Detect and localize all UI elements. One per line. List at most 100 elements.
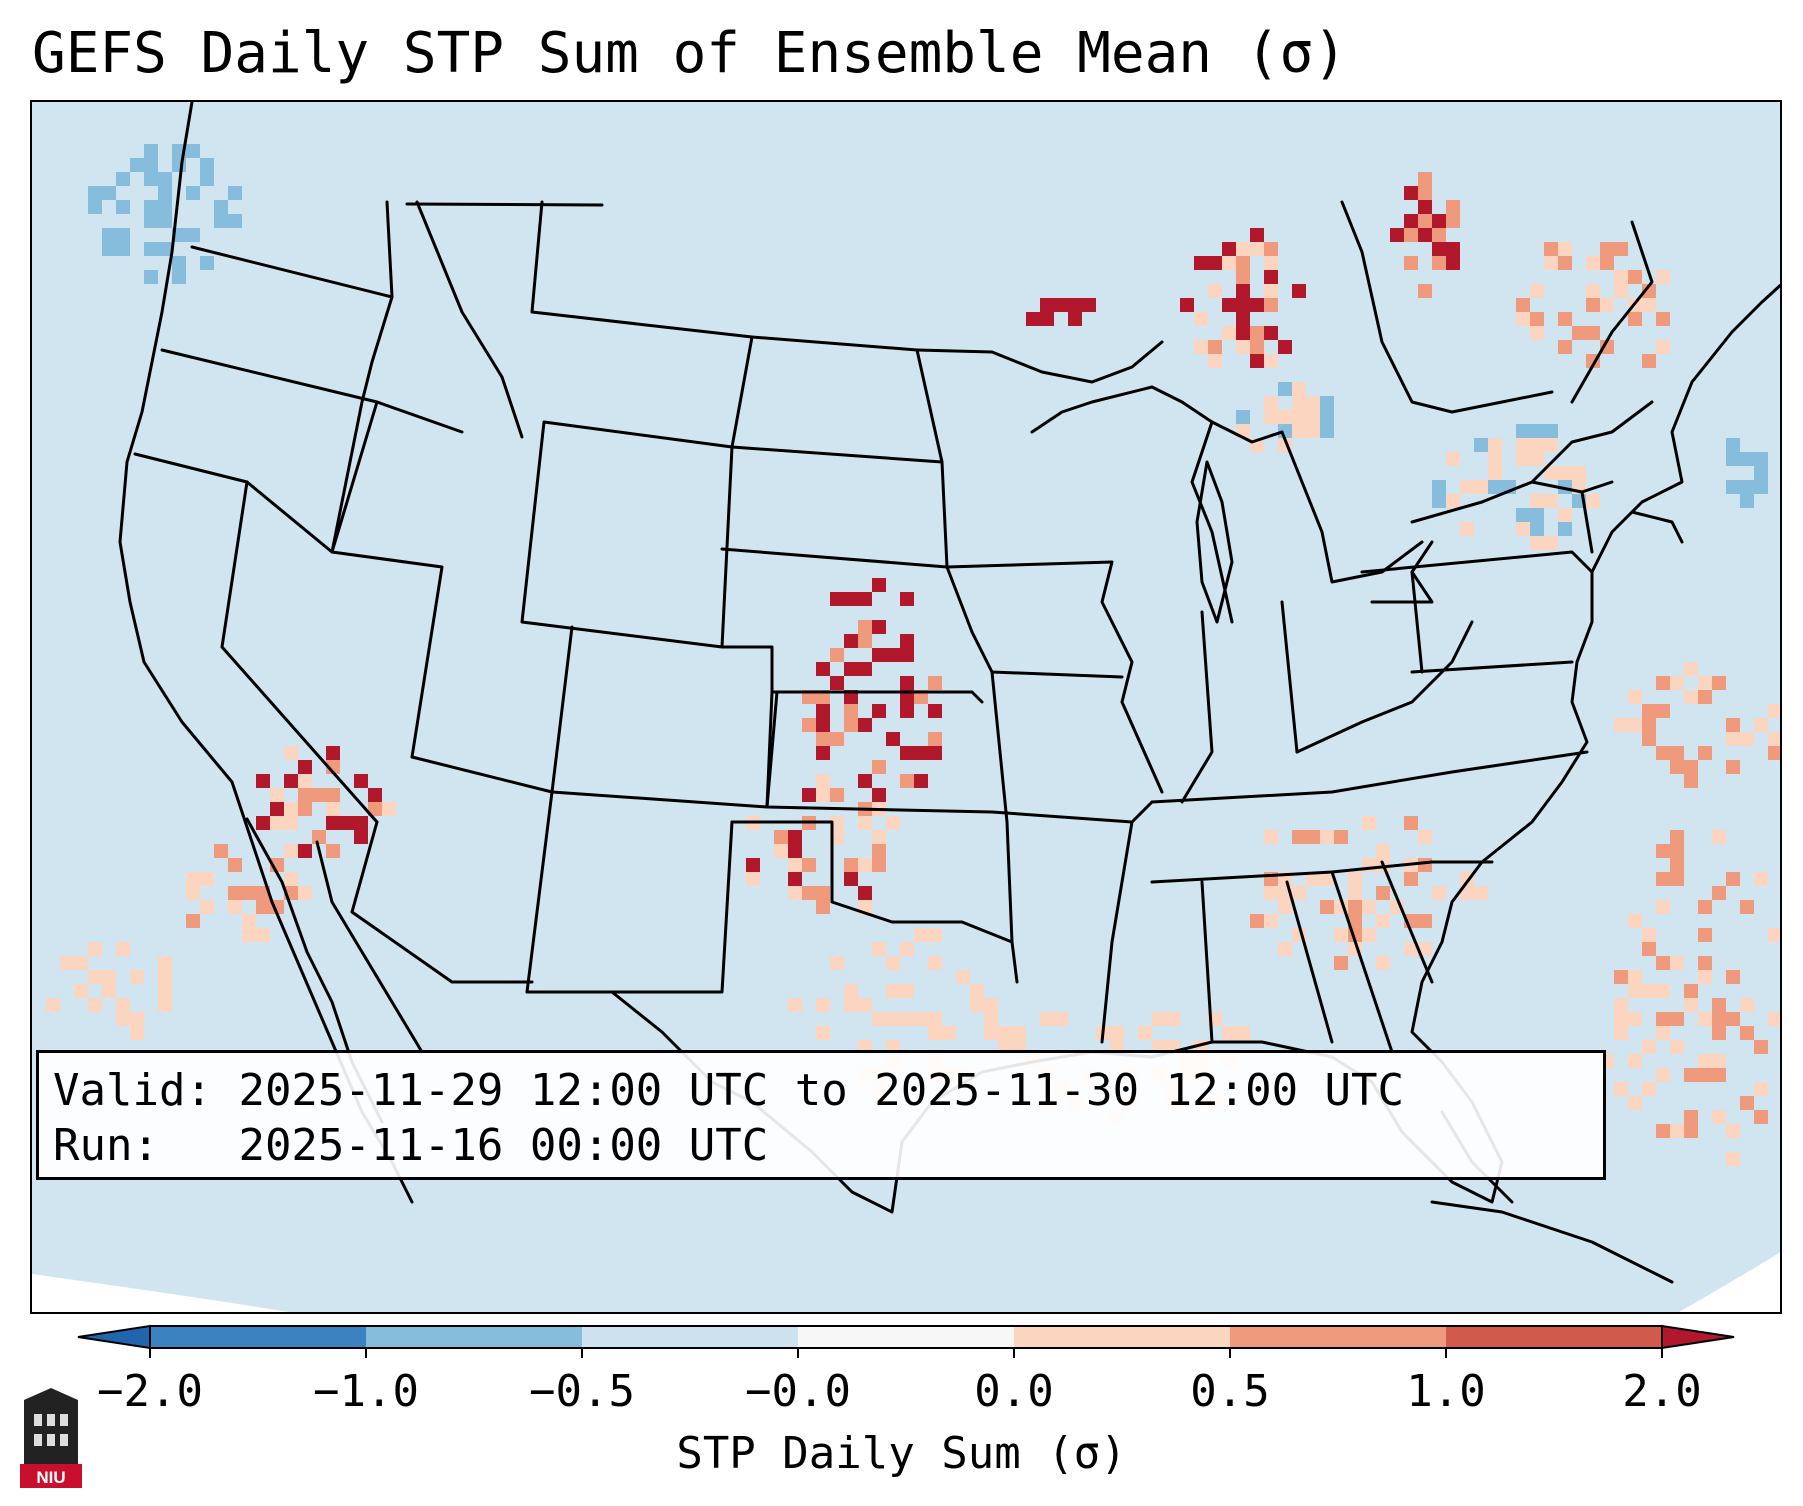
- stp-cell: [872, 760, 886, 774]
- stp-cell: [1292, 424, 1306, 438]
- stp-cell: [1642, 298, 1656, 312]
- stp-cell: [1432, 214, 1446, 228]
- stp-cell: [242, 928, 256, 942]
- stp-cell: [1628, 312, 1642, 326]
- stp-cell: [1544, 494, 1558, 508]
- stp-cell: [1740, 480, 1754, 494]
- stp-cell: [1250, 914, 1264, 928]
- stp-cell: [1488, 466, 1502, 480]
- stp-cell: [158, 242, 172, 256]
- stp-cell: [1530, 284, 1544, 298]
- stp-cell: [1642, 942, 1656, 956]
- stp-cell: [844, 872, 858, 886]
- stp-cell: [1278, 382, 1292, 396]
- stp-cell: [1726, 1012, 1740, 1026]
- stp-cell: [872, 648, 886, 662]
- stp-cell: [830, 648, 844, 662]
- stp-cell: [1712, 676, 1726, 690]
- stp-cell: [1656, 1124, 1670, 1138]
- stp-cell: [256, 900, 270, 914]
- colorbar-segment: [1446, 1326, 1662, 1348]
- stp-cell: [788, 886, 802, 900]
- stp-cell: [284, 774, 298, 788]
- stp-cell: [1418, 172, 1432, 186]
- stp-cell: [186, 886, 200, 900]
- stp-cell: [1026, 312, 1040, 326]
- valid-value: 2025-11-29 12:00 UTC to 2025-11-30 12:00…: [238, 1065, 1405, 1116]
- stp-cell: [914, 746, 928, 760]
- stp-cell: [1614, 970, 1628, 984]
- stp-cell: [1390, 228, 1404, 242]
- stp-cell: [1208, 340, 1222, 354]
- stp-cell: [1628, 914, 1642, 928]
- stp-cell: [844, 662, 858, 676]
- stp-cell: [844, 634, 858, 648]
- stp-cell: [298, 774, 312, 788]
- stp-cell: [1586, 494, 1600, 508]
- stp-cell: [1082, 298, 1096, 312]
- stp-cell: [1754, 452, 1768, 466]
- stp-cell: [1628, 270, 1642, 284]
- stp-cell: [1222, 242, 1236, 256]
- stp-cell: [1446, 242, 1460, 256]
- stp-cell: [900, 634, 914, 648]
- stp-cell: [1348, 886, 1362, 900]
- stp-cell: [270, 816, 284, 830]
- stp-cell: [1572, 326, 1586, 340]
- stp-cell: [298, 788, 312, 802]
- stp-cell: [88, 970, 102, 984]
- stp-cell: [74, 956, 88, 970]
- stp-cell: [1628, 1096, 1642, 1110]
- stp-cell: [1586, 298, 1600, 312]
- stp-cell: [1306, 424, 1320, 438]
- stp-cell: [858, 718, 872, 732]
- stp-cell: [1656, 1026, 1670, 1040]
- stp-cell: [1670, 746, 1684, 760]
- stp-cell: [130, 158, 144, 172]
- stp-cell: [1264, 298, 1278, 312]
- stp-cell: [872, 578, 886, 592]
- stp-cell: [1600, 298, 1614, 312]
- stp-cell: [144, 172, 158, 186]
- stp-cell: [1474, 438, 1488, 452]
- stp-cell: [354, 830, 368, 844]
- stp-cell: [88, 998, 102, 1012]
- stp-cell: [1670, 956, 1684, 970]
- stp-cell: [144, 200, 158, 214]
- stp-cell: [1194, 340, 1208, 354]
- stp-cell: [1726, 1152, 1740, 1166]
- stp-cell: [928, 746, 942, 760]
- stp-cell: [1712, 998, 1726, 1012]
- stp-cell: [1656, 340, 1670, 354]
- stp-cell: [116, 1012, 130, 1026]
- stp-cell: [1320, 396, 1334, 410]
- stp-cell: [1698, 746, 1712, 760]
- stp-cell: [144, 214, 158, 228]
- stp-cell: [1530, 508, 1544, 522]
- stp-cell: [1754, 466, 1768, 480]
- stp-cell: [1054, 1012, 1068, 1026]
- stp-cell: [1698, 1012, 1712, 1026]
- stp-cell: [1656, 676, 1670, 690]
- stp-cell: [1614, 1082, 1628, 1096]
- stp-cell: [60, 956, 74, 970]
- stp-cell: [1530, 522, 1544, 536]
- stp-cell: [1208, 354, 1222, 368]
- stp-cell: [1558, 508, 1572, 522]
- stp-cell: [1670, 844, 1684, 858]
- stp-cell: [1656, 704, 1670, 718]
- stp-cell: [214, 200, 228, 214]
- stp-cell: [116, 942, 130, 956]
- stp-cell: [928, 732, 942, 746]
- stp-cell: [844, 718, 858, 732]
- stp-cell: [1306, 410, 1320, 424]
- stp-cell: [1656, 1068, 1670, 1082]
- stp-cell: [1194, 312, 1208, 326]
- stp-cell: [186, 144, 200, 158]
- stp-cell: [1726, 718, 1740, 732]
- stp-cell: [900, 1012, 914, 1026]
- stp-cell: [1264, 830, 1278, 844]
- colorbar-extend-high: [1661, 1324, 1735, 1350]
- stp-cell: [914, 1012, 928, 1026]
- stp-cell: [144, 270, 158, 284]
